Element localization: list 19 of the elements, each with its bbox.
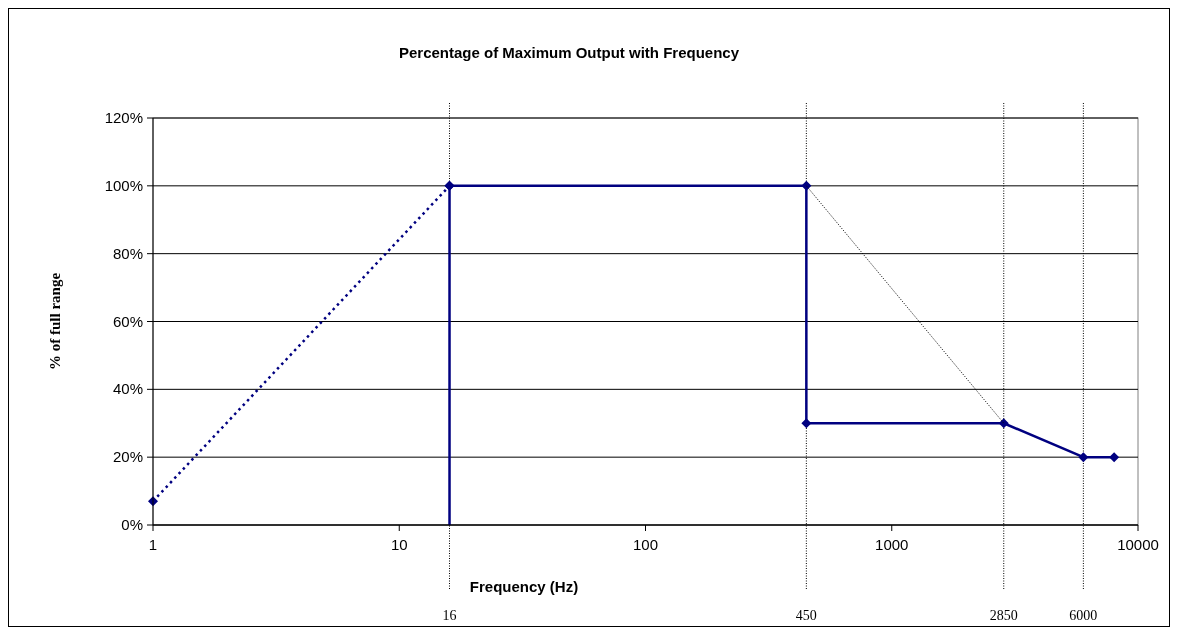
y-tick-label: 120% [104, 109, 143, 126]
chart-title: Percentage of Maximum Output with Frequency [398, 44, 740, 61]
ref-line-label: 2850 [989, 608, 1018, 623]
x-tick-label: 10 [390, 536, 408, 553]
x-tick-label: 1000 [875, 536, 909, 553]
ref-line-label: 16 [442, 608, 457, 623]
y-tick-label: 60% [112, 312, 143, 330]
x-tick-label: 1 [148, 536, 158, 553]
y-tick-label: 0% [121, 516, 143, 533]
y-tick-label: 80% [112, 244, 143, 262]
y-axis-title: % of full range [47, 272, 63, 371]
ref-line-label: 450 [795, 608, 817, 623]
x-tick-label: 10000 [1117, 536, 1159, 553]
y-tick-label: 20% [112, 448, 143, 466]
x-axis-title: Frequency (Hz) [469, 578, 579, 595]
x-tick-label: 100 [632, 536, 659, 553]
y-tick-label: 40% [112, 380, 143, 398]
ref-line-label: 6000 [1069, 608, 1098, 623]
y-tick-label: 100% [104, 176, 143, 194]
